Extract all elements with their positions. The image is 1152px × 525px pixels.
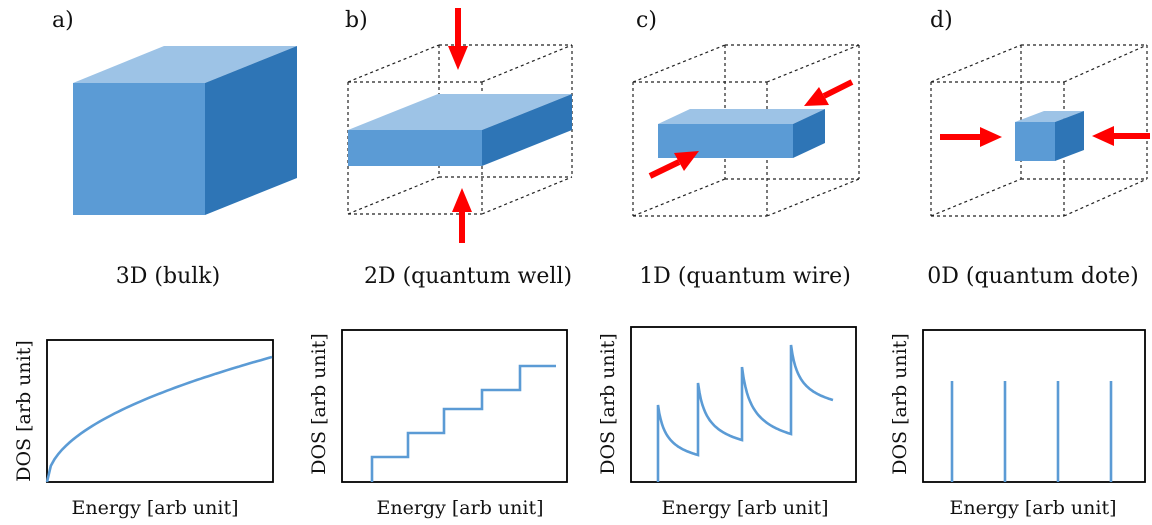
caption-d: 0D (quantum dote) — [927, 264, 1138, 289]
panel-c: c) 1D (quantum wire — [597, 8, 860, 519]
wire-bar-side — [793, 109, 825, 158]
caption-a: 3D (bulk) — [116, 264, 220, 289]
dot-cube-front — [1015, 122, 1055, 161]
panel-label-b: b) — [345, 8, 368, 33]
dos-plot-1d: Energy [arb unit] DOS [arb unit] — [597, 326, 857, 519]
panel-d: d) 0D (quantum dote — [889, 8, 1150, 519]
caption-c: 1D (quantum wire) — [639, 264, 851, 289]
well-slab-side — [482, 94, 572, 166]
arrow-up-bottom — [452, 188, 472, 243]
wire-bar-top — [658, 109, 825, 124]
arrow-toward-dot-left — [940, 127, 1002, 147]
caption-b: 2D (quantum well) — [364, 264, 572, 289]
panel-label-c: c) — [636, 8, 657, 33]
arrow-toward-wire-right — [804, 79, 854, 106]
dos-plot-2d: Energy [arb unit] DOS [arb unit] — [308, 329, 568, 519]
xlabel-d: Energy [arb unit] — [950, 497, 1117, 519]
arrow-down-top — [448, 8, 468, 70]
wire-bar-front — [658, 124, 793, 158]
dos-plot-3d: Energy [arb unit] DOS [arb unit] — [13, 339, 274, 519]
panel-label-d: d) — [930, 8, 953, 33]
quantum-well-slab — [348, 94, 572, 166]
panel-a: a) 3D (bulk) Energy [arb unit] DOS [arb … — [13, 8, 297, 519]
well-slab-front — [348, 130, 482, 166]
plot-frame-d — [922, 329, 1146, 483]
dos-plot-0d: Energy [arb unit] DOS [arb unit] — [889, 329, 1146, 519]
dot-cube-top — [1015, 111, 1084, 122]
bulk-cube — [73, 46, 297, 215]
dos-curve-2d — [370, 364, 556, 482]
panel-label-a: a) — [52, 8, 74, 33]
bulk-cube-front — [73, 83, 205, 215]
xlabel-c: Energy [arb unit] — [662, 497, 829, 519]
ylabel-b: DOS [arb unit] — [308, 333, 330, 475]
bulk-cube-top — [73, 46, 297, 83]
dos-curve-3d — [45, 355, 273, 483]
dot-cube-side — [1055, 111, 1084, 161]
plot-frame-c — [630, 326, 857, 483]
ylabel-a: DOS [arb unit] — [13, 340, 35, 482]
bulk-cube-side — [205, 46, 297, 215]
ylabel-d: DOS [arb unit] — [889, 333, 911, 475]
xlabel-b: Energy [arb unit] — [377, 497, 544, 519]
dos-curve-1d — [656, 344, 834, 482]
quantum-dot-cube — [1015, 111, 1084, 161]
plot-frame-a — [46, 339, 274, 483]
plot-frame-b — [341, 329, 568, 483]
well-slab-top — [348, 94, 572, 130]
arrow-toward-dot-right — [1092, 126, 1150, 146]
panel-b: b) 2D (quantum well — [308, 8, 573, 519]
arrow-toward-wire-left — [648, 151, 699, 179]
xlabel-a: Energy [arb unit] — [72, 497, 239, 519]
ylabel-c: DOS [arb unit] — [597, 333, 619, 475]
quantum-wire-bar — [658, 109, 825, 158]
